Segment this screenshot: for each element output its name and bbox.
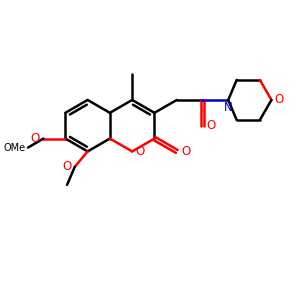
Text: O: O bbox=[207, 119, 216, 132]
Text: O: O bbox=[274, 94, 283, 106]
Text: O: O bbox=[63, 160, 72, 173]
Text: N: N bbox=[224, 101, 233, 114]
Text: O: O bbox=[136, 145, 145, 158]
Text: O: O bbox=[181, 145, 190, 158]
Text: O: O bbox=[30, 132, 39, 145]
Text: OMe: OMe bbox=[3, 142, 25, 153]
